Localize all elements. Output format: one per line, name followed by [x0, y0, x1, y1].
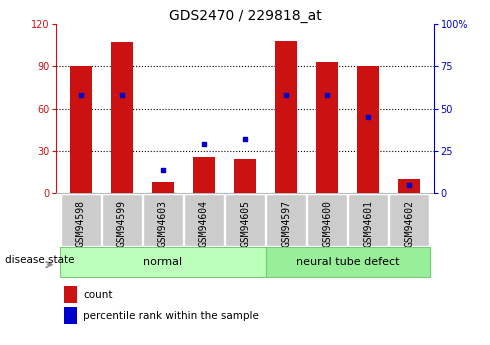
Text: disease state: disease state [5, 256, 74, 265]
Text: normal: normal [144, 257, 183, 267]
Text: GSM94597: GSM94597 [281, 200, 291, 247]
Bar [64, 286, 77, 303]
Bar [60, 247, 266, 277]
Bar [101, 194, 142, 246]
Bar [64, 307, 77, 324]
Bar [266, 247, 430, 277]
Text: GSM94604: GSM94604 [199, 200, 209, 247]
Point [241, 136, 249, 142]
Bar [316, 62, 338, 193]
Text: neural tube defect: neural tube defect [296, 257, 399, 267]
Text: GDS2470 / 229818_at: GDS2470 / 229818_at [169, 9, 321, 23]
Bar [111, 42, 133, 193]
Bar [398, 179, 420, 193]
Bar [193, 157, 215, 193]
Bar [143, 194, 183, 246]
Bar [184, 194, 224, 246]
Bar [152, 182, 174, 193]
Point [77, 92, 85, 98]
Text: GSM94603: GSM94603 [158, 200, 168, 247]
Text: GSM94605: GSM94605 [240, 200, 250, 247]
Bar [225, 194, 265, 246]
Text: count: count [83, 289, 113, 299]
Bar [307, 194, 347, 246]
Bar [348, 194, 389, 246]
Text: GSM94601: GSM94601 [363, 200, 373, 247]
Point [282, 92, 290, 98]
Point [323, 92, 331, 98]
Point [159, 167, 167, 172]
Bar [266, 194, 306, 246]
Text: GSM94602: GSM94602 [404, 200, 414, 247]
Text: GSM94600: GSM94600 [322, 200, 332, 247]
Bar [357, 66, 379, 193]
Text: percentile rank within the sample: percentile rank within the sample [83, 310, 259, 321]
Point [200, 141, 208, 147]
Bar [389, 194, 429, 246]
Point [118, 92, 126, 98]
Bar [275, 41, 297, 193]
Text: GSM94599: GSM94599 [117, 200, 127, 247]
Text: GSM94598: GSM94598 [76, 200, 86, 247]
Bar [70, 66, 92, 193]
Point [364, 115, 372, 120]
Point [405, 182, 413, 188]
Bar [61, 194, 101, 246]
Bar [234, 159, 256, 193]
